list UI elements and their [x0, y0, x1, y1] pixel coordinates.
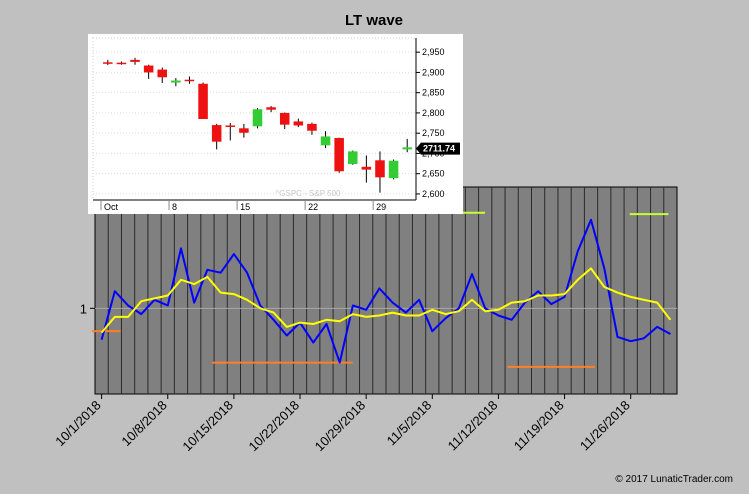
main-plot-area: 110/1/2018 10/8/2018 10/15/2018 10/22/2018 1…: [52, 186, 678, 455]
candle-body: [361, 166, 372, 170]
candle-body: [143, 65, 154, 73]
inset-y-tick-label: 2,600: [422, 189, 445, 199]
candle-body: [307, 123, 317, 131]
inset-y-tick-label: 2,800: [422, 108, 445, 118]
last-price-marker: [416, 142, 460, 155]
candle-body: [388, 160, 399, 179]
inset-x-tick-label: 29: [376, 202, 386, 212]
inset-y-tick-label: 2,900: [422, 67, 445, 77]
inset-candlestick-chart: 2,6002,6502,7002,7502,8002,8502,9002,950…: [88, 34, 463, 214]
x-tick-label: 11/12/2018: [445, 398, 501, 454]
x-tick-label: 11/5/2018: [384, 398, 435, 449]
inset-x-tick-label: 15: [240, 202, 250, 212]
x-tick-label: 10/8/2018: [118, 398, 170, 450]
x-tick-label: 11/26/2018: [577, 398, 633, 454]
inset-x-tick-label: 22: [308, 202, 318, 212]
candle-body: [320, 136, 331, 146]
inset-y-tick-label: 2,950: [422, 47, 445, 57]
candle-body: [266, 107, 276, 110]
candle-body: [293, 121, 304, 126]
candle-body: [184, 79, 195, 82]
x-tick-label: 10/22/2018: [246, 398, 303, 455]
candle-body: [103, 62, 113, 64]
candle-body: [279, 112, 290, 125]
y-tick-label: 1: [80, 301, 87, 316]
last-price-label: 2711.74: [423, 144, 455, 154]
inset-y-tick-label: 2,750: [422, 128, 445, 138]
candle-body: [225, 125, 236, 127]
candle-body: [239, 128, 249, 133]
candle-body: [116, 62, 127, 65]
candle-body: [130, 59, 140, 62]
inset-x-tick-label: Oct: [104, 202, 119, 212]
x-tick-label: 10/15/2018: [179, 398, 236, 455]
x-tick-label: 11/19/2018: [511, 398, 567, 454]
inset-y-tick-label: 2,650: [422, 169, 445, 179]
candle-body: [402, 147, 412, 150]
candle-body: [375, 160, 385, 178]
inset-y-tick-label: 2,850: [422, 88, 445, 98]
x-tick-label: 10/29/2018: [312, 398, 369, 455]
candle-body: [347, 151, 358, 164]
inset-background: [88, 34, 463, 214]
chart-title: LT wave: [345, 12, 403, 29]
candle-body: [157, 69, 168, 78]
blue-series-line: [100, 218, 671, 364]
candle-body: [252, 109, 263, 127]
candle-body: [171, 80, 181, 83]
copyright-text: © 2017 LunaticTrader.com: [615, 474, 733, 485]
candle-body: [334, 138, 344, 172]
x-tick-label: 10/1/2018: [52, 398, 104, 450]
candle-body: [211, 125, 222, 142]
candle-body: [198, 83, 208, 119]
inset-plot-frame: [92, 37, 417, 201]
yellow-series-line: [100, 267, 672, 334]
inset-watermark: ^GSPC - S&P 500: [276, 189, 342, 198]
inset-x-tick-label: 8: [172, 202, 177, 212]
